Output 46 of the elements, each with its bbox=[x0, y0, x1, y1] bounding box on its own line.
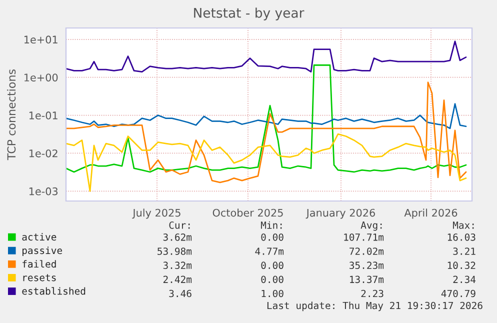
text: Last update: Thu May 21 19:30:17 2026 bbox=[267, 302, 482, 312]
text: 1.00 bbox=[262, 290, 284, 298]
text: Min: bbox=[260, 221, 282, 229]
text: 13.37m bbox=[350, 276, 384, 284]
text: 2.34 bbox=[453, 276, 476, 284]
legend-label: established bbox=[22, 287, 86, 295]
legend-label: failed bbox=[22, 260, 56, 268]
line-series bbox=[66, 40, 467, 73]
x-tick-label: July 2025 bbox=[132, 208, 180, 219]
x-tick-label: April 2026 bbox=[404, 208, 458, 219]
y-tick-label: 1e+01 bbox=[24, 36, 58, 44]
text: 3.46 bbox=[169, 290, 192, 298]
text: 2.42m bbox=[163, 276, 192, 283]
line-series bbox=[66, 103, 467, 130]
x-tick-label: January 2026 bbox=[306, 208, 375, 219]
legend-label: passive bbox=[22, 246, 62, 256]
text: Cur: bbox=[169, 221, 190, 229]
text: 53.98m bbox=[158, 248, 192, 255]
text: 470.79 bbox=[441, 290, 476, 298]
text: 107.71m bbox=[344, 233, 384, 241]
text: 35.23m bbox=[350, 262, 384, 270]
text: 72.02m bbox=[350, 248, 384, 255]
text: 3.62m bbox=[163, 233, 192, 241]
text: 4.77m bbox=[255, 248, 284, 255]
y-tick-label: 1e-03 bbox=[29, 187, 58, 196]
y-tick-label: 1e-01 bbox=[29, 112, 58, 120]
text: 3.32m bbox=[163, 262, 192, 270]
legend-label: resets bbox=[23, 274, 56, 282]
y-axis-title: TCP connections bbox=[7, 69, 16, 160]
text: 0.00 bbox=[261, 262, 284, 270]
x-tick-label: October 2025 bbox=[212, 208, 283, 217]
text: 0.00 bbox=[261, 276, 284, 284]
chart-title: Netstat - by year bbox=[194, 8, 304, 20]
legend-label: active bbox=[22, 233, 56, 241]
text: 0.00 bbox=[261, 233, 284, 241]
text: Avg: bbox=[360, 222, 382, 231]
text: 10.32 bbox=[448, 262, 476, 270]
text: 2.23 bbox=[361, 290, 384, 298]
text: 16.03 bbox=[448, 233, 476, 241]
line-series bbox=[66, 64, 467, 173]
text: 3.21 bbox=[453, 248, 476, 255]
y-tick-label: 1e+00 bbox=[24, 74, 58, 82]
text: Max: bbox=[452, 222, 474, 229]
line-series bbox=[66, 82, 467, 184]
line-series bbox=[66, 133, 467, 192]
y-tick-label: 1e-02 bbox=[29, 149, 58, 158]
